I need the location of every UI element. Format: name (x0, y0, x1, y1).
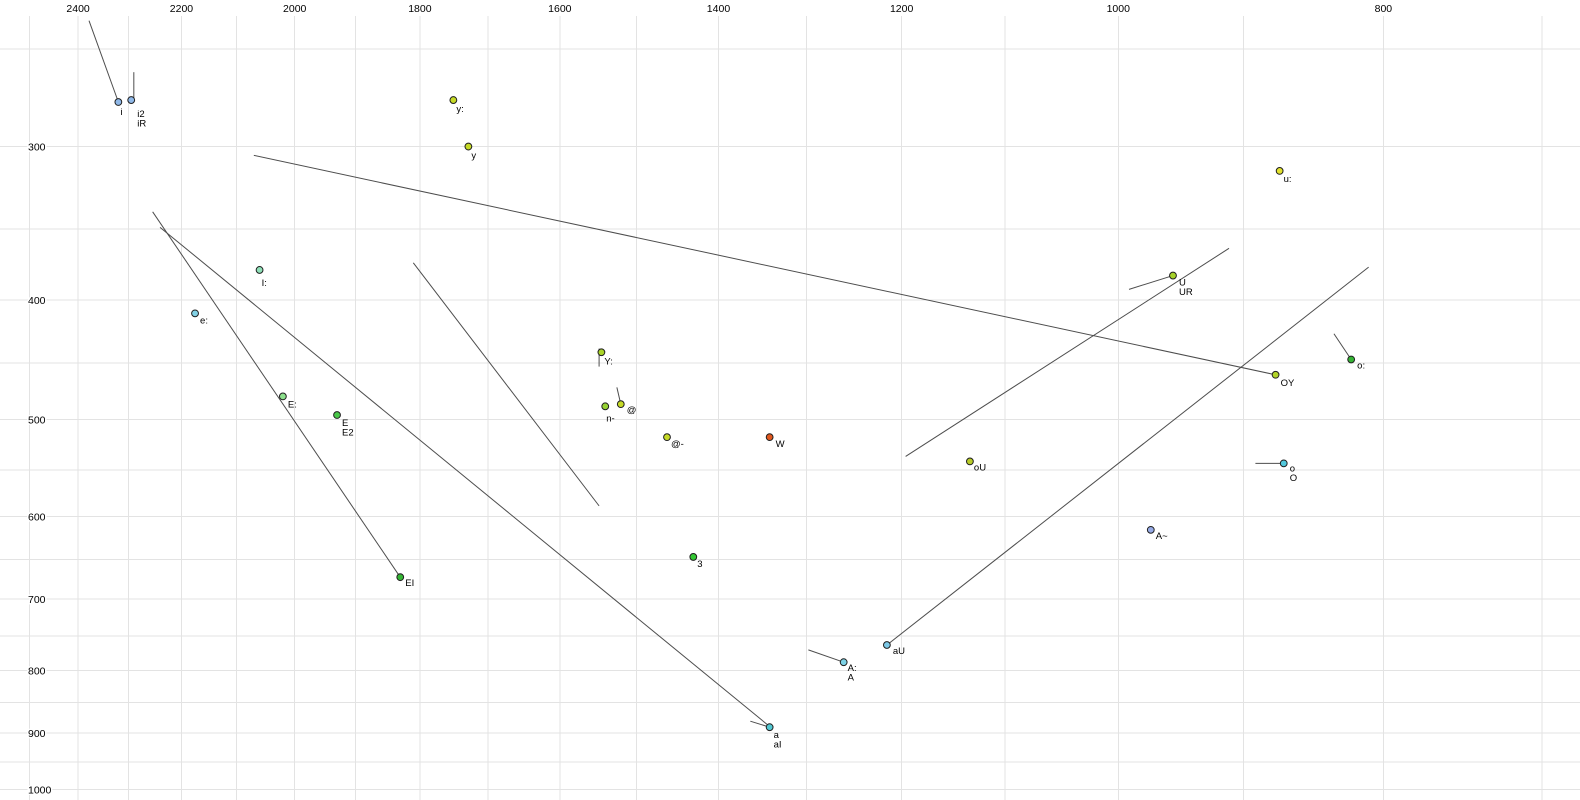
trajectory-line-oytail (253, 154, 1276, 376)
y-tick-label: 700 (28, 594, 46, 606)
vowel-point-y (449, 96, 458, 104)
vowel-label-ai: aI (774, 740, 782, 751)
vowel-label-pt: @ (627, 405, 637, 416)
vowel-point-pt (616, 400, 625, 409)
trajectory-line-eitail (152, 211, 401, 578)
vowel-point-e (191, 309, 199, 318)
vowel-label-n: n- (606, 413, 614, 424)
x-tick-label: 2000 (283, 3, 307, 15)
vowel-label-i: I: (262, 278, 267, 289)
vowel-point-pt (663, 433, 671, 442)
vowel-label-ei: EI (405, 578, 414, 589)
x-tick-label: 1800 (408, 3, 432, 15)
vowel-label-3: 3 (697, 559, 702, 570)
y-tick-label: 300 (28, 142, 46, 154)
x-tick-label: 1000 (1107, 3, 1131, 15)
vowel-label-a: A: (848, 663, 857, 674)
vowel-point-y (464, 142, 473, 151)
vowel-point-oy (1271, 370, 1280, 379)
x-tick-label: 2400 (66, 3, 90, 15)
trajectory-line-utail (1128, 275, 1174, 290)
trajectory-line-midtail (412, 262, 600, 507)
vowel-label-u: u: (1284, 174, 1292, 185)
trajectory-line-atail (808, 649, 844, 663)
vowel-label-i2: i2 (137, 109, 144, 120)
vowel-label-i: i (120, 107, 122, 118)
trajectory-line-aitail (159, 226, 771, 728)
y-tick-label: 400 (28, 295, 46, 307)
vowel-point-a (839, 658, 848, 667)
vowel-point-a (765, 723, 774, 732)
y-tick-label: 1000 (28, 784, 52, 796)
vowel-point-i (114, 98, 123, 106)
vowel-label-ou: oU (974, 462, 986, 473)
y-tick-label: 900 (28, 728, 46, 740)
y-tick-label: 600 (28, 512, 46, 524)
vowel-label-y: Y: (604, 356, 612, 367)
vowel-label-a: A (848, 673, 855, 684)
x-tick-label: 2200 (170, 3, 194, 15)
vowel-point-u (1169, 271, 1177, 280)
vowel-label-e: E: (288, 399, 297, 410)
vowel-point-n (601, 402, 610, 411)
vowel-point-e (278, 392, 287, 401)
vowel-label-y: y (471, 151, 476, 162)
vowel-point-au (882, 641, 891, 649)
trajectory-line-olongtail (1333, 333, 1352, 360)
trajectory-line-itail (88, 20, 119, 103)
vowel-label-e: e: (200, 315, 208, 326)
vowel-label-ur: UR (1179, 287, 1193, 298)
vowel-point-u (1275, 166, 1284, 175)
vowel-point-a (1146, 525, 1155, 534)
vowel-point-o (1279, 459, 1288, 468)
vowel-point-i (255, 266, 264, 274)
vowel-label-u: U (1179, 278, 1186, 289)
y-tick-label: 500 (28, 414, 46, 426)
vowel-label-e2: E2 (342, 428, 354, 439)
vowel-point-ei (396, 573, 405, 582)
vowel-label-o: O (1290, 473, 1297, 484)
vowel-label-a: a (774, 730, 780, 741)
vowel-label-a: A~ (1156, 531, 1168, 542)
vowel-point-w (765, 433, 774, 442)
vowel-label-ir: iR (137, 119, 146, 130)
y-tick-label: 800 (28, 665, 46, 677)
vowel-label-y: y: (456, 104, 463, 115)
vowel-point-ou (966, 457, 974, 466)
trajectory-line-outail (905, 247, 1230, 457)
vowel-point-3 (689, 553, 698, 561)
vowel-point-i2 (127, 96, 136, 104)
trajectory-line-autail (886, 266, 1369, 646)
x-tick-label: 1400 (707, 3, 731, 15)
vowel-label-pt: @- (671, 439, 684, 450)
vowel-label-o: o: (1357, 360, 1365, 371)
vowel-label-oy: OY (1281, 378, 1295, 389)
x-tick-label: 800 (1375, 3, 1393, 15)
vowel-label-e: E (342, 418, 348, 429)
vowel-point-o (1347, 355, 1356, 364)
vowel-point-y (597, 348, 606, 357)
vowel-label-w: W (776, 439, 785, 450)
x-tick-label: 1600 (548, 3, 572, 15)
vowel-label-au: aU (893, 646, 905, 657)
x-tick-label: 1200 (890, 3, 914, 15)
vowel-point-e (333, 411, 341, 419)
vowel-label-o: o (1290, 463, 1295, 474)
